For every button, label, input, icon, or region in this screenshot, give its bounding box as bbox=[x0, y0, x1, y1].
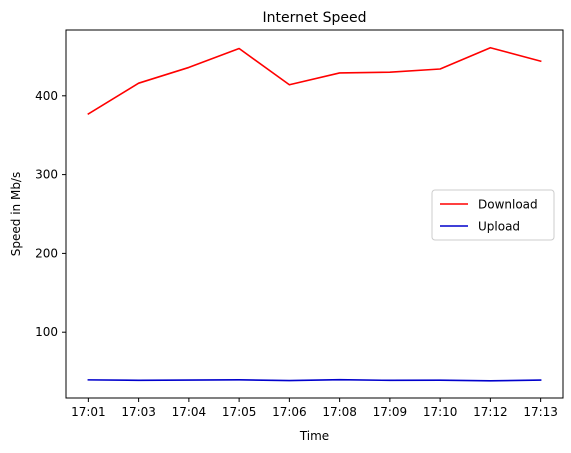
x-tick-label: 17:13 bbox=[523, 405, 558, 419]
x-tick-label: 17:09 bbox=[373, 405, 408, 419]
y-tick-label: 300 bbox=[35, 168, 58, 182]
x-tick-label: 17:05 bbox=[222, 405, 257, 419]
y-tick-label: 400 bbox=[35, 89, 58, 103]
legend-label-download: Download bbox=[478, 198, 538, 212]
legend-label-upload: Upload bbox=[478, 220, 520, 234]
x-tick-label: 17:04 bbox=[172, 405, 207, 419]
plot-frame bbox=[65, 29, 564, 399]
y-tick-label: 200 bbox=[35, 246, 58, 260]
chart-title: Internet Speed bbox=[263, 10, 367, 26]
series-line-upload bbox=[87, 378, 542, 382]
x-tick-label: 17:10 bbox=[423, 405, 458, 419]
y-tick-label: 100 bbox=[35, 325, 58, 339]
x-tick-label: 17:06 bbox=[272, 405, 307, 419]
legend: Download Upload bbox=[431, 189, 555, 241]
x-tick-label: 17:03 bbox=[121, 405, 156, 419]
x-tick-label: 17:01 bbox=[71, 405, 106, 419]
x-axis-label: Time bbox=[299, 429, 329, 443]
plot-area: 17:01 17:03 17:04 17:05 17:06 17:08 17:09 17:10… bbox=[35, 29, 564, 419]
x-tick-label: 17:12 bbox=[473, 405, 508, 419]
y-axis-label: Speed in Mb/s bbox=[9, 172, 23, 256]
legend-box bbox=[431, 189, 555, 241]
series-line-download bbox=[87, 46, 542, 116]
x-tick-label: 17:08 bbox=[322, 405, 357, 419]
